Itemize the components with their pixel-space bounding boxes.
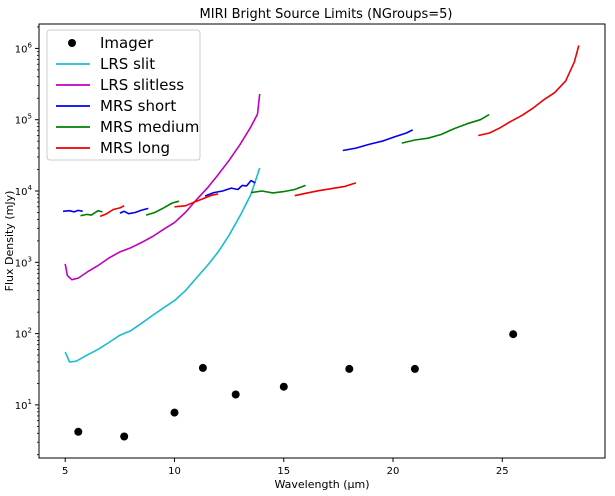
mrs-long-line-1 bbox=[174, 193, 219, 208]
mrs-short-line-1 bbox=[119, 207, 149, 215]
imager-point-1 bbox=[120, 432, 129, 441]
mrs-medium-line-1 bbox=[145, 200, 180, 216]
imager-point-4 bbox=[231, 390, 240, 399]
mrs-long-line-3 bbox=[478, 45, 580, 137]
y-tick-label-0: 101 bbox=[15, 398, 32, 412]
lrs-slit-line-0 bbox=[64, 167, 261, 363]
x-axis-label: Wavelength (μm) bbox=[274, 478, 369, 491]
y-tick-label-1: 102 bbox=[15, 327, 32, 341]
lrs-slitless-line-0 bbox=[64, 93, 261, 281]
y-tick-base-0: 10 bbox=[15, 401, 28, 412]
mrs-long-line-0 bbox=[99, 205, 125, 218]
legend-label-mrs-long: MRS long bbox=[100, 139, 170, 157]
y-tick-label-2: 103 bbox=[15, 255, 32, 269]
x-tick-label-1: 10 bbox=[168, 466, 181, 477]
y-tick-label-3: 104 bbox=[15, 184, 33, 198]
legend: Imager LRS slit LRS slitless MRS short MRS m… bbox=[46, 29, 201, 161]
mrs-short-line-3 bbox=[342, 129, 414, 152]
mrs-medium-line-2 bbox=[250, 184, 306, 194]
legend-label-lrs-slit: LRS slit bbox=[100, 55, 155, 73]
imager-point-3 bbox=[198, 363, 207, 372]
imager-point-7 bbox=[410, 364, 419, 373]
x-tick-label-0: 5 bbox=[62, 466, 68, 477]
imager-point-8 bbox=[509, 330, 518, 339]
mrs-short-line-0 bbox=[62, 209, 83, 213]
y-tick-exp-1: 2 bbox=[28, 327, 32, 335]
imager-point-0 bbox=[74, 427, 83, 436]
y-tick-exp-3: 4 bbox=[28, 184, 33, 192]
y-tick-exp-4: 5 bbox=[28, 113, 32, 121]
y-tick-base-2: 10 bbox=[15, 258, 28, 269]
mrs-long-line-2 bbox=[294, 182, 357, 197]
mrs-short-line-2 bbox=[204, 179, 256, 197]
legend-label-mrs-short: MRS short bbox=[100, 97, 176, 115]
y-tick-label-5: 106 bbox=[15, 41, 33, 55]
y-tick-exp-2: 3 bbox=[28, 255, 32, 263]
y-tick-base-3: 10 bbox=[15, 187, 28, 198]
imager-point-6 bbox=[345, 364, 354, 373]
legend-label-mrs-medium: MRS medium bbox=[100, 118, 199, 136]
chart-title: MIRI Bright Source Limits (NGroups=5) bbox=[200, 7, 453, 22]
y-axis-label: Flux Density (mJy) bbox=[3, 191, 16, 292]
y-tick-label-4: 105 bbox=[15, 113, 32, 127]
x-tick-label-2: 15 bbox=[277, 466, 290, 477]
x-tick-label-3: 20 bbox=[387, 466, 400, 477]
legend-label-imager: Imager bbox=[100, 34, 154, 52]
mrs-medium-line-3 bbox=[401, 113, 490, 144]
imager-point-5 bbox=[279, 382, 288, 391]
legend-label-lrs-slitless: LRS slitless bbox=[100, 76, 184, 94]
y-tick-exp-5: 6 bbox=[28, 41, 33, 49]
y-tick-base-4: 10 bbox=[15, 116, 28, 127]
plot-area bbox=[62, 45, 580, 441]
y-tick-base-5: 10 bbox=[15, 44, 28, 55]
legend-marker-imager bbox=[68, 39, 76, 47]
y-tick-exp-0: 1 bbox=[28, 398, 32, 406]
imager-point-2 bbox=[170, 408, 179, 417]
y-tick-base-1: 10 bbox=[15, 330, 28, 341]
mrs-medium-line-0 bbox=[80, 209, 103, 217]
x-tick-label-4: 25 bbox=[496, 466, 509, 477]
x-axis: 5 10 15 20 25 bbox=[62, 458, 509, 477]
